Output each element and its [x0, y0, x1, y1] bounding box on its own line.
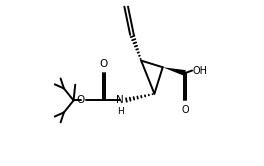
Text: N: N	[116, 95, 124, 105]
Text: H: H	[117, 107, 124, 116]
Text: O: O	[100, 59, 108, 69]
Text: OH: OH	[193, 66, 208, 76]
Text: O: O	[77, 95, 85, 105]
Text: O: O	[181, 105, 189, 115]
Polygon shape	[163, 67, 186, 76]
